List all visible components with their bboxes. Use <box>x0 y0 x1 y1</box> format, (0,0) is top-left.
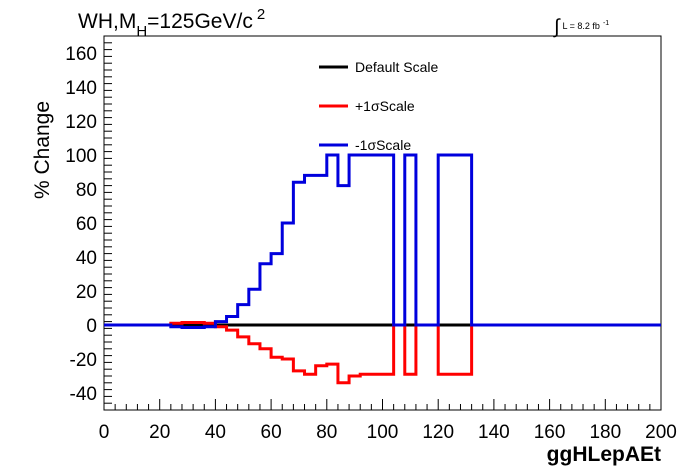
y-tick-label: 120 <box>65 112 97 133</box>
chart-title-subscript: H <box>136 23 147 40</box>
x-tick-label: 200 <box>645 422 677 443</box>
legend-label-minus1sigma: -1σScale <box>355 137 411 153</box>
lumi-superscript: -1 <box>603 20 609 27</box>
x-tick-label: 120 <box>422 422 454 443</box>
y-tick-label: 140 <box>65 78 97 99</box>
y-tick-label: 80 <box>76 180 97 201</box>
legend: Default Scale +1σScale -1σScale <box>319 59 438 153</box>
series-lines <box>104 153 661 385</box>
lumi-label: ∫ L = 8.2 fb -1 <box>553 16 609 38</box>
x-tick-label: 0 <box>99 422 110 443</box>
legend-label-plus1sigma: +1σScale <box>355 98 415 114</box>
series-line-plus1sigma <box>104 320 661 385</box>
y-axis-title: % Change <box>31 101 54 199</box>
x-tick-label: 180 <box>589 422 621 443</box>
x-tick-label: 20 <box>149 422 170 443</box>
lumi-text: L = 8.2 fb <box>562 21 599 31</box>
x-tick-label: 140 <box>478 422 510 443</box>
x-axis-title: ggHLepAEt <box>547 443 661 466</box>
tick-labels: 0 20 40 60 80 100 120 140 160 180 200 -40 -20 0 20 40 60… <box>65 44 677 443</box>
x-tick-label: 60 <box>261 422 282 443</box>
y-tick-label: 100 <box>65 146 97 167</box>
y-tick-label: -40 <box>70 384 97 405</box>
chart-title: WH,MH=125GeV/c 2 <box>78 6 265 40</box>
lumi-integral-symbol: ∫ <box>553 16 561 38</box>
axis-ticks <box>103 35 662 411</box>
chart-title-rest: =125GeV/c <box>147 10 253 33</box>
y-tick-label: 0 <box>86 316 97 337</box>
y-tick-label: 40 <box>76 248 97 269</box>
x-tick-label: 100 <box>367 422 399 443</box>
legend-label-default-scale: Default Scale <box>355 59 438 75</box>
y-tick-label: 60 <box>76 214 97 235</box>
y-tick-label: -20 <box>70 350 97 371</box>
y-tick-label: 160 <box>65 44 97 65</box>
x-tick-label: 80 <box>316 422 337 443</box>
chart-title-main: WH,M <box>78 10 136 33</box>
x-tick-label: 160 <box>534 422 566 443</box>
x-tick-label: 40 <box>205 422 226 443</box>
chart-title-superscript: 2 <box>257 6 265 23</box>
series-line-minus1sigma <box>104 153 661 330</box>
y-tick-label: 20 <box>76 282 97 303</box>
